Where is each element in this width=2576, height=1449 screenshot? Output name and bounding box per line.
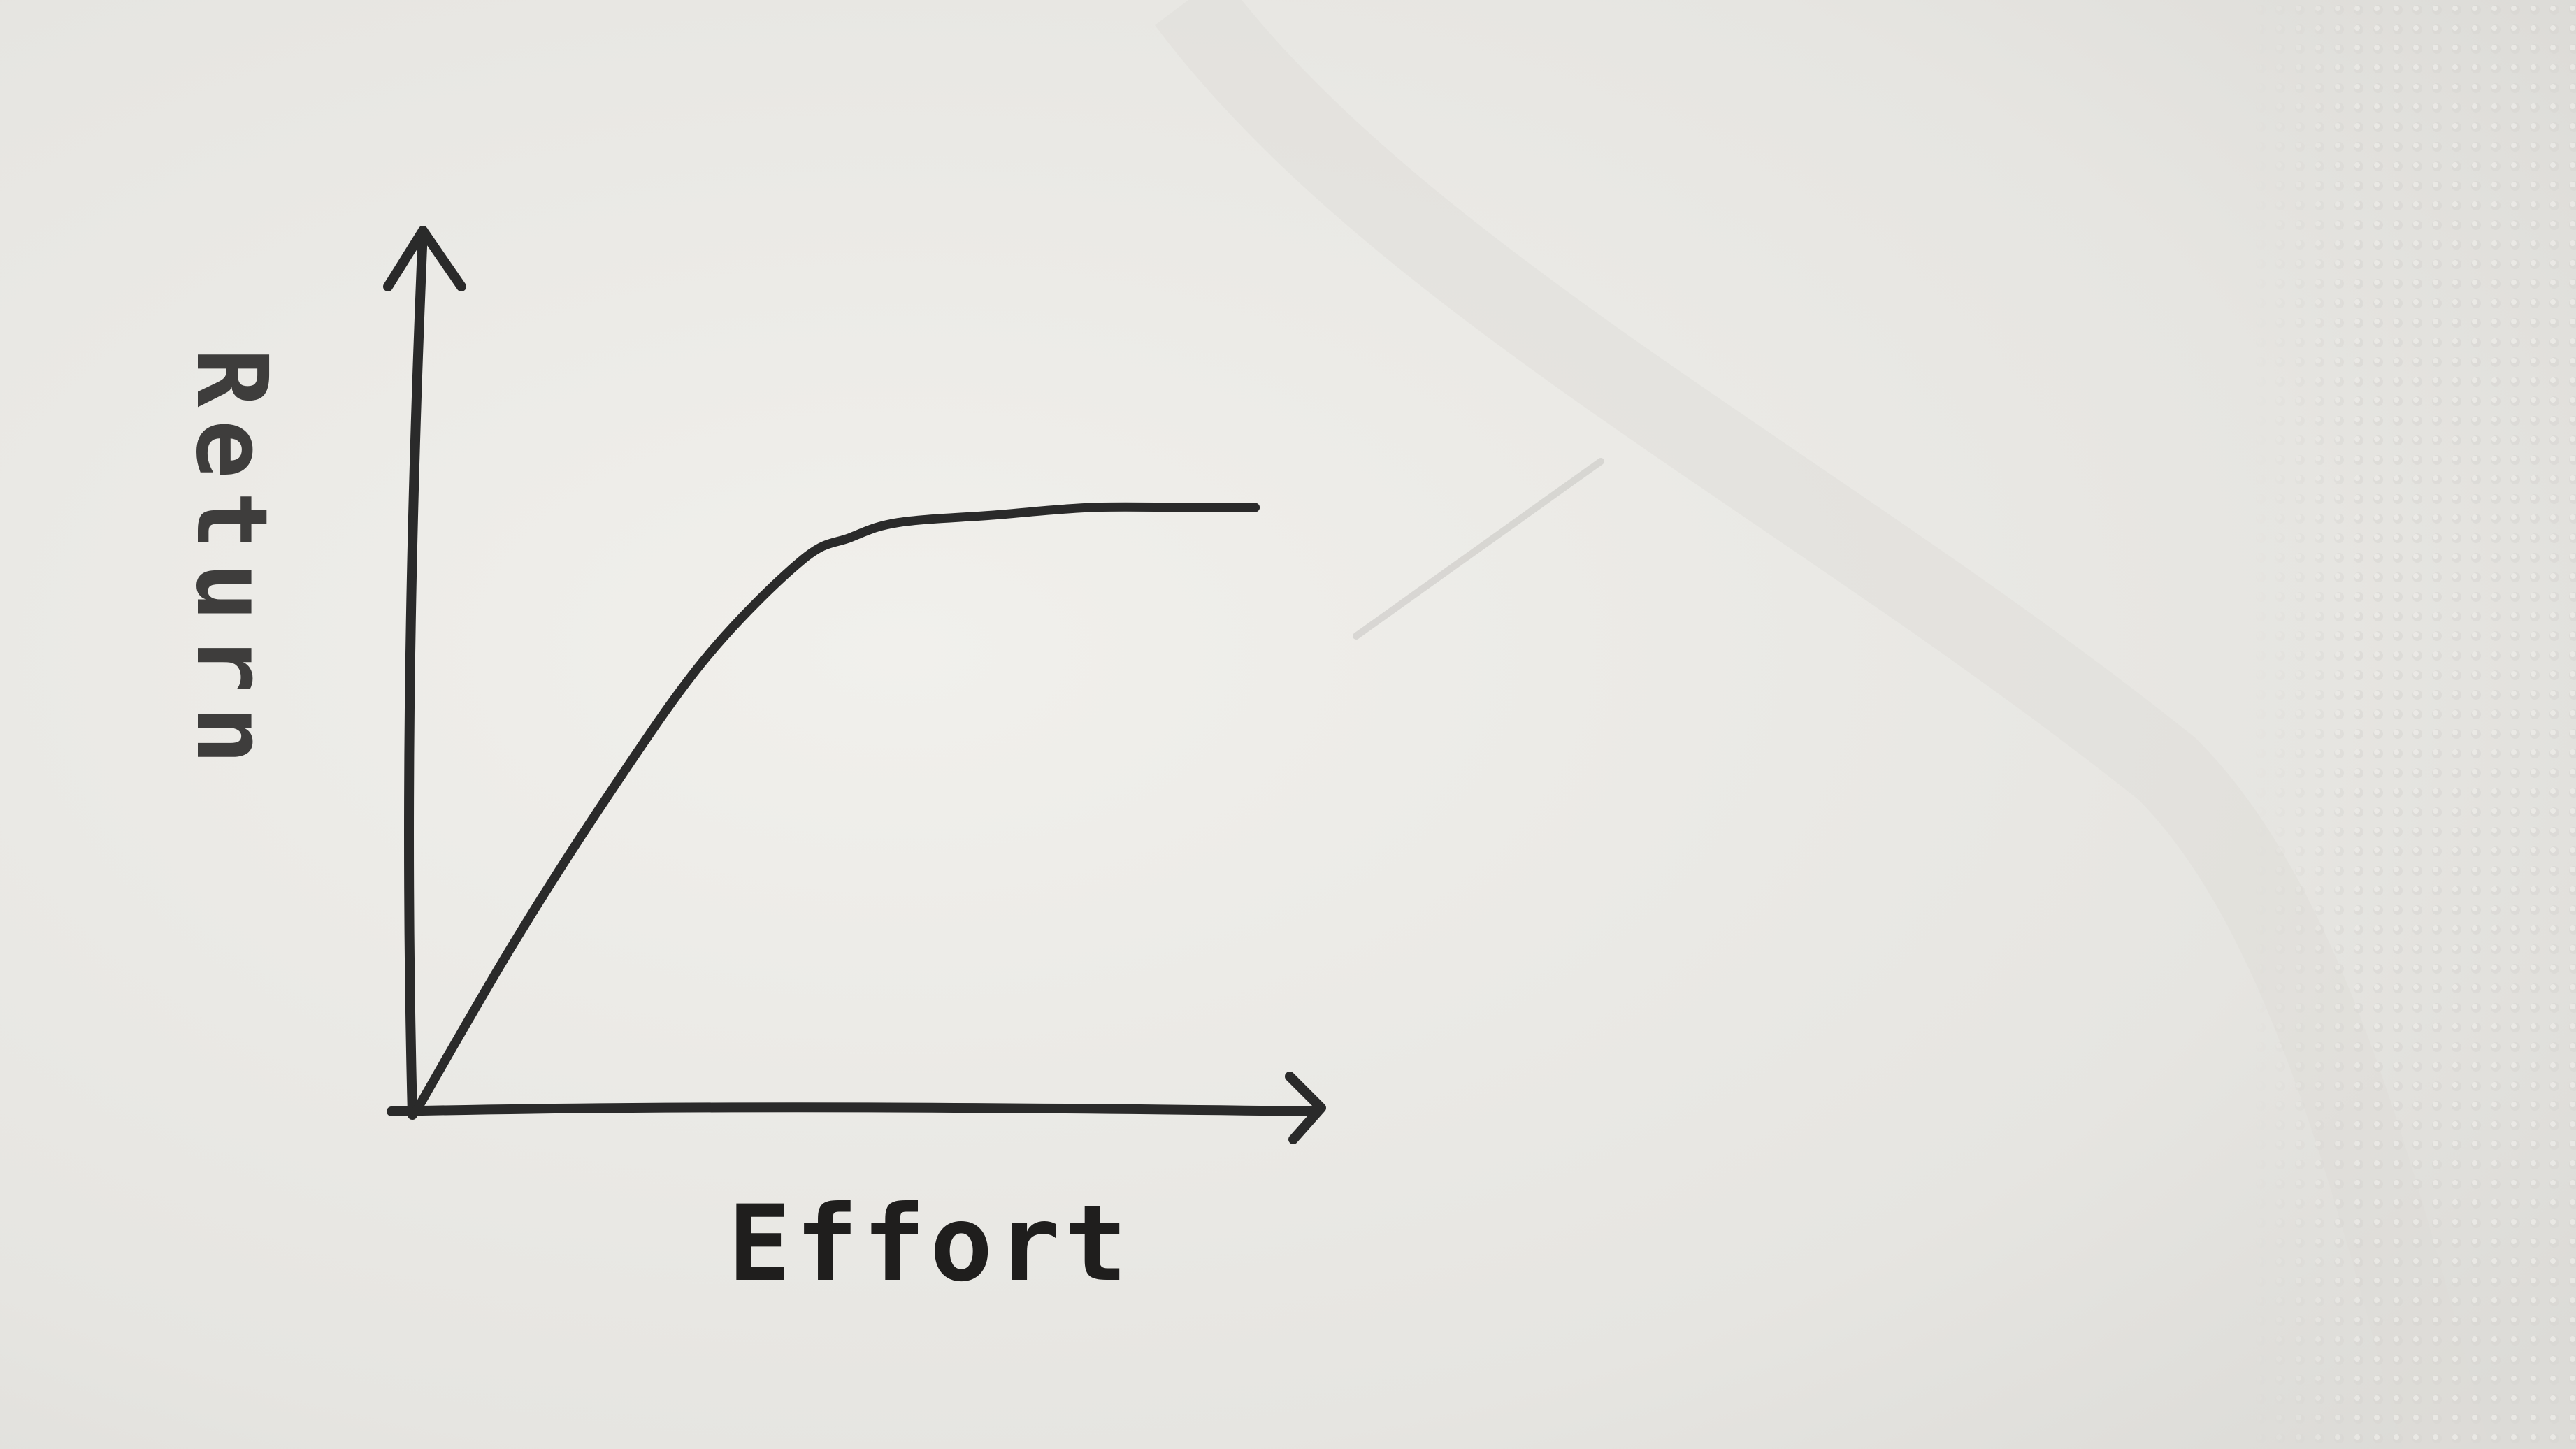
x-axis-label: Effort: [728, 1183, 1132, 1305]
y-axis: [404, 226, 428, 1120]
axes: [383, 226, 1326, 1144]
napkin-embossed-border: [2251, 0, 2576, 1449]
y-axis-label: Return: [174, 348, 288, 777]
y-axis-arrowhead: [383, 226, 466, 291]
x-axis: [387, 1102, 1319, 1116]
series-line: [411, 502, 1260, 1116]
x-axis-arrowhead: [1285, 1072, 1326, 1144]
paper-crease: [1353, 458, 1604, 640]
